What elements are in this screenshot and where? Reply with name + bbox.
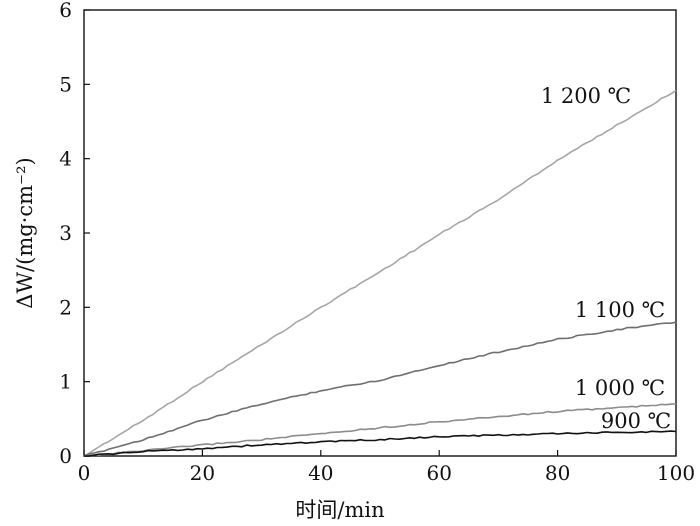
- x-tick-label: 100: [657, 461, 695, 485]
- y-tick-label: 0: [59, 444, 72, 468]
- x-axis-label: 时间/min: [295, 498, 384, 522]
- series-labels: 1 200 ℃ 1 100 ℃ 1 000 ℃ 900 ℃: [541, 84, 671, 433]
- y-tick-label: 2: [59, 295, 72, 319]
- y-tick-label: 1: [59, 370, 72, 394]
- x-tick-label: 40: [308, 461, 333, 485]
- series-line: [83, 430, 677, 457]
- x-tick-label: 0: [78, 461, 91, 485]
- series-label: 1 100 ℃: [575, 298, 665, 322]
- series-lines: [83, 89, 677, 457]
- y-axis-label: ΔW/(mg·cm⁻²): [13, 157, 37, 308]
- x-tick-label: 80: [545, 461, 570, 485]
- y-tick-label: 3: [59, 221, 72, 245]
- x-tick-label: 60: [426, 461, 451, 485]
- series-label: 1 200 ℃: [541, 84, 631, 108]
- series-line: [83, 321, 677, 457]
- series-line: [83, 403, 677, 457]
- x-tick-label: 20: [190, 461, 215, 485]
- series-label: 1 000 ℃: [575, 376, 665, 400]
- axis-ticks: 0 20 40 60 80 100 0 1 2 3 4 5 6: [59, 0, 695, 485]
- series-label: 900 ℃: [601, 409, 671, 433]
- y-tick-label: 6: [59, 0, 72, 22]
- y-tick-label: 4: [59, 147, 72, 171]
- series-line: [83, 89, 677, 457]
- y-tick-label: 5: [59, 72, 72, 96]
